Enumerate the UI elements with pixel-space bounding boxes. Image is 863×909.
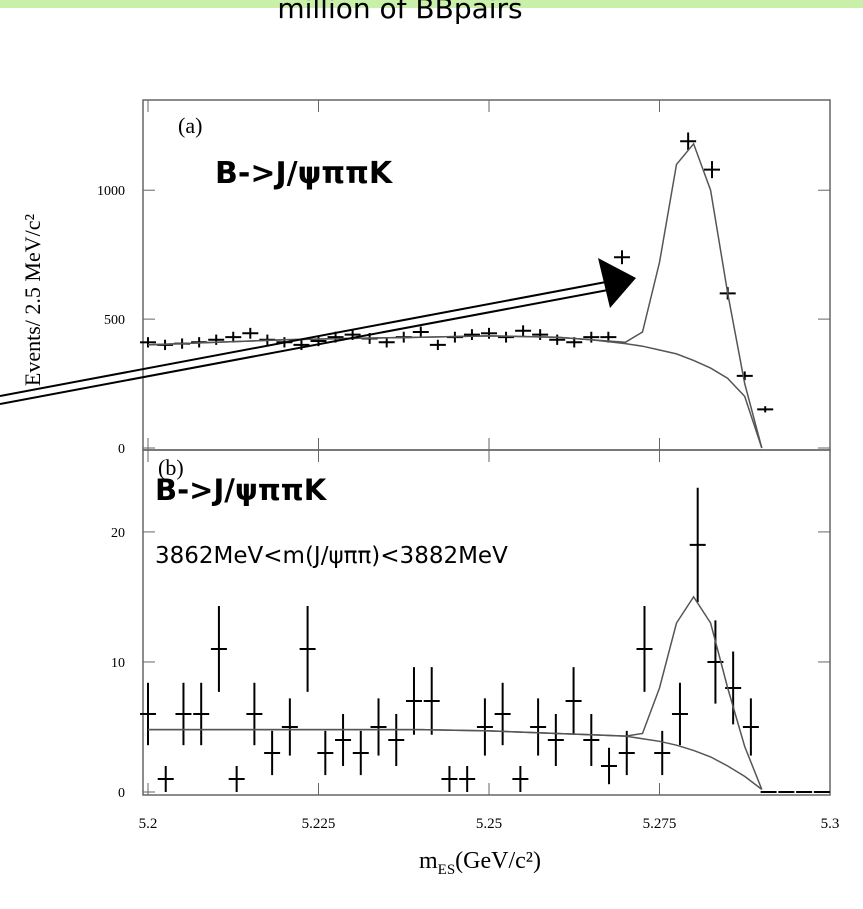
data-point xyxy=(530,698,547,756)
data-point xyxy=(225,331,242,343)
data-point xyxy=(208,334,225,345)
data-point xyxy=(481,327,497,339)
data-point xyxy=(242,327,259,339)
data-point xyxy=(512,765,529,792)
annotation: (b) xyxy=(158,455,184,480)
arrow-head xyxy=(598,258,636,308)
plot-frame xyxy=(142,99,831,451)
data-point xyxy=(210,606,227,692)
plot-frame xyxy=(142,449,831,796)
data-point xyxy=(689,487,706,603)
arrow-line xyxy=(0,281,607,397)
y-tick-label: 0 xyxy=(118,786,125,801)
data-point xyxy=(378,337,395,348)
data-point xyxy=(299,606,316,692)
annotation: B->J/ψππK xyxy=(215,156,394,191)
data-point xyxy=(565,667,582,735)
data-point xyxy=(583,713,600,766)
data-point xyxy=(680,132,697,151)
annotation: B->J/ψππK xyxy=(155,473,328,507)
data-point xyxy=(618,730,635,776)
y-tick-label: 20 xyxy=(111,526,125,541)
data-point xyxy=(463,329,480,340)
data-point xyxy=(613,250,630,265)
data-point xyxy=(601,747,618,785)
annotation: 3862MeV<m(J/ψππ)<3882MeV xyxy=(155,543,508,569)
arrow-line xyxy=(0,289,609,405)
data-point xyxy=(476,698,493,756)
header-title: million of BBpairs xyxy=(277,0,522,25)
x-axis-label: mES(GeV/c²) xyxy=(419,848,541,878)
data-point xyxy=(704,161,721,179)
data-point xyxy=(742,698,759,756)
data-point xyxy=(405,667,422,735)
data-point xyxy=(388,713,405,766)
x-tick-label: 5.2 xyxy=(139,816,158,832)
data-point xyxy=(175,682,192,746)
fit-curve xyxy=(147,335,763,449)
data-point xyxy=(671,682,688,746)
data-point xyxy=(317,730,334,776)
data-point xyxy=(281,698,298,756)
data-point xyxy=(157,765,174,792)
data-point xyxy=(498,331,515,343)
data-point xyxy=(264,730,281,776)
data-point xyxy=(549,334,566,345)
annotation: (a) xyxy=(178,113,202,138)
x-label-sub: ES xyxy=(438,862,456,878)
y-tick-label: 1000 xyxy=(97,184,125,199)
data-point xyxy=(736,371,753,381)
data-point xyxy=(246,682,263,746)
header-bar xyxy=(0,0,863,8)
x-tick-label: 5.25 xyxy=(476,816,502,832)
data-point xyxy=(412,326,429,338)
data-point xyxy=(583,331,600,343)
data-point xyxy=(515,325,532,337)
data-point xyxy=(193,682,210,746)
fit-curve xyxy=(148,595,763,790)
y-axis-label: Events/ 2.5 MeV/c² xyxy=(20,214,45,387)
x-tick-label: 5.275 xyxy=(643,816,677,832)
data-point xyxy=(140,682,156,746)
data-point xyxy=(335,713,352,766)
x-label-unit: (GeV/c²) xyxy=(455,848,541,874)
x-tick-label: 5.3 xyxy=(821,816,840,832)
data-point xyxy=(757,406,774,413)
y-tick-label: 10 xyxy=(111,656,125,671)
y-tick-label: 0 xyxy=(118,442,125,457)
y-tick-label: 500 xyxy=(104,313,125,328)
data-point xyxy=(228,765,245,792)
data-point xyxy=(441,765,458,792)
data-point xyxy=(654,730,671,776)
x-tick-label: 5.225 xyxy=(302,816,336,832)
data-point xyxy=(429,339,446,351)
data-point xyxy=(459,765,476,792)
data-point xyxy=(494,682,511,746)
data-point xyxy=(636,606,653,692)
data-point xyxy=(423,667,440,735)
data-point xyxy=(547,713,564,766)
fit-curve xyxy=(148,728,763,790)
fit-curve xyxy=(147,142,763,449)
data-point xyxy=(352,730,369,776)
x-label-main: m xyxy=(419,848,438,874)
data-point xyxy=(532,329,549,340)
data-point xyxy=(370,698,387,756)
data-point xyxy=(140,337,156,348)
